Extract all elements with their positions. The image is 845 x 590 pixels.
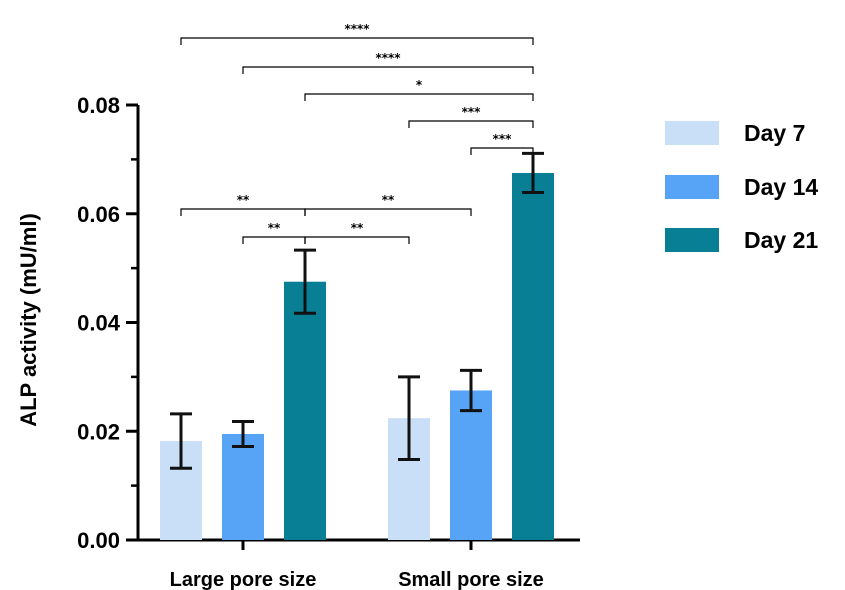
legend-item: Day 14 [665,174,818,200]
significance-label: * [416,78,423,92]
y-tick-label: 0.06 [77,202,120,227]
bracket-line [243,237,305,244]
legend-swatch [665,121,719,145]
legend: Day 7 Day 14 Day 21 [665,120,818,253]
bracket-line [181,38,533,45]
significance-label: ** [237,193,250,207]
bar [284,282,326,540]
significance-label: *** [462,105,482,119]
legend-swatch [665,228,719,252]
bar [512,173,554,540]
x-category-label: Small pore size [398,569,544,590]
significance-label: *** [493,132,513,146]
bar [222,434,264,540]
y-tick-label: 0.08 [77,93,120,118]
significance-bracket: **** [243,51,533,74]
significance-label: ** [351,221,364,235]
legend-label: Day 7 [744,120,805,146]
significance-bracket: *** [471,132,533,155]
axes: 0.00 0.02 0.04 0.06 0.08 Large pore size Small… [77,93,580,590]
bars [160,153,554,540]
significance-bracket: * [305,78,533,101]
legend-label: Day 21 [744,227,818,253]
significance-label: ** [268,221,281,235]
y-tick-label: 0.02 [77,419,120,444]
bar [450,390,492,540]
legend-item: Day 7 [665,120,805,146]
significance-bracket: ** [181,193,305,216]
significance-bracket: *** [409,105,533,128]
significance-bracket: ** [243,221,305,244]
legend-item: Day 21 [665,227,818,253]
significance-bracket: **** [181,22,533,45]
y-tick-label: 0.00 [77,528,120,553]
significance-label: **** [344,22,370,36]
bracket-line [305,237,409,244]
significance-label: ** [382,193,395,207]
legend-label: Day 14 [744,174,818,200]
significance-bracket: ** [305,221,409,244]
significance-brackets: *********************** [181,22,533,244]
significance-label: **** [375,51,401,65]
bracket-line [305,94,533,101]
bracket-line [243,67,533,74]
bracket-line [409,121,533,128]
bracket-line [305,209,471,216]
legend-swatch [665,175,719,199]
bracket-line [181,209,305,216]
x-category-label: Large pore size [170,569,317,590]
y-axis-label: ALP activity (mU/ml) [16,213,41,427]
significance-bracket: ** [305,193,471,216]
y-tick-label: 0.04 [77,311,121,336]
